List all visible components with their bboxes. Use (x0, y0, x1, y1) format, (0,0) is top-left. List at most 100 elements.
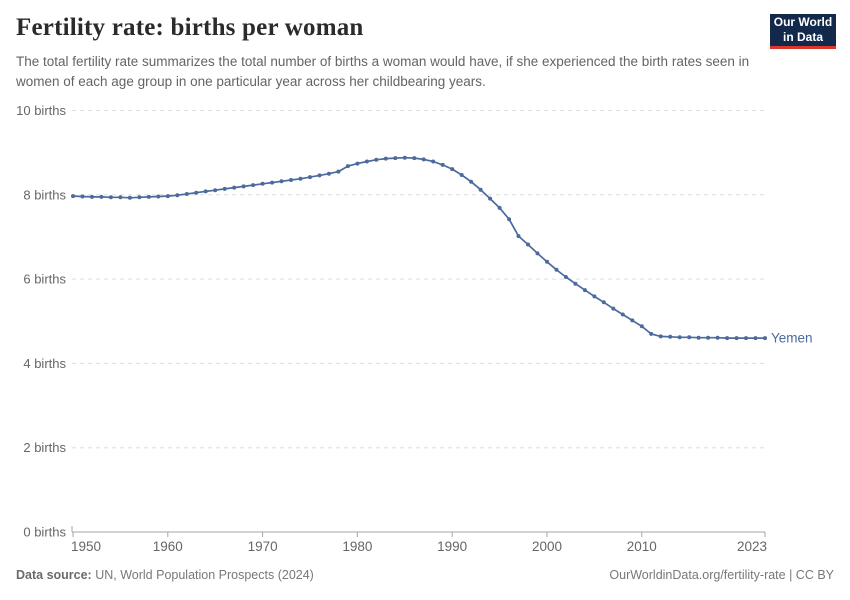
data-point[interactable] (402, 155, 407, 160)
data-point[interactable] (317, 173, 322, 178)
data-point[interactable] (516, 234, 521, 239)
data-point[interactable] (497, 205, 502, 210)
x-axis-tick-label: 2010 (627, 539, 657, 554)
data-point[interactable] (127, 195, 132, 200)
data-point[interactable] (308, 175, 312, 180)
data-point[interactable] (355, 161, 360, 166)
data-point[interactable] (99, 194, 104, 199)
data-point[interactable] (194, 190, 199, 195)
data-point[interactable] (222, 186, 227, 191)
data-point[interactable] (507, 217, 512, 222)
data-point[interactable] (137, 195, 142, 200)
data-point[interactable] (469, 179, 474, 184)
data-point[interactable] (668, 334, 673, 339)
y-axis-tick-label: 0 births (23, 525, 66, 540)
data-point[interactable] (440, 162, 445, 167)
x-axis-tick-label: 1990 (437, 539, 467, 554)
owid-logo[interactable]: Our World in Data (770, 14, 836, 49)
chart-subtitle: The total fertility rate summarizes the … (16, 54, 750, 89)
data-point[interactable] (715, 335, 720, 340)
data-point[interactable] (203, 189, 208, 194)
data-point[interactable] (763, 336, 767, 341)
data-point[interactable] (753, 336, 758, 341)
data-point[interactable] (393, 156, 398, 161)
data-point[interactable] (639, 324, 644, 329)
data-point[interactable] (326, 171, 331, 176)
data-point[interactable] (582, 288, 587, 293)
y-axis-tick-label: 8 births (23, 187, 66, 202)
data-point[interactable] (573, 281, 578, 286)
data-point[interactable] (232, 185, 237, 190)
data-point[interactable] (108, 195, 113, 200)
owid-logo-line2: in Data (782, 30, 823, 44)
data-point[interactable] (706, 335, 711, 340)
x-axis-tick-label: 1980 (342, 539, 372, 554)
data-point[interactable] (374, 157, 379, 162)
data-point[interactable] (118, 195, 123, 200)
data-point[interactable] (165, 194, 170, 199)
data-point[interactable] (175, 193, 180, 198)
data-point[interactable] (725, 336, 730, 341)
data-point[interactable] (630, 318, 635, 323)
data-point[interactable] (545, 259, 549, 264)
series-label-yemen[interactable]: Yemen (771, 331, 813, 346)
data-point[interactable] (90, 194, 94, 199)
data-point[interactable] (260, 181, 265, 186)
data-point[interactable] (696, 335, 701, 340)
data-point[interactable] (184, 192, 189, 196)
data-source-value: UN, World Population Prospects (2024) (95, 568, 314, 582)
data-point[interactable] (279, 179, 284, 184)
data-point[interactable] (535, 251, 540, 256)
x-axis-tick-label: 1970 (248, 539, 278, 554)
data-point[interactable] (734, 336, 739, 341)
footer-link[interactable]: OurWorldinData.org/fertility-rate | CC B… (609, 568, 834, 582)
data-point[interactable] (459, 173, 464, 177)
data-point[interactable] (649, 331, 654, 336)
data-point[interactable] (298, 176, 303, 181)
data-point[interactable] (450, 167, 455, 172)
data-point[interactable] (744, 336, 748, 341)
chart-footer: Data source: UN, World Population Prospe… (16, 568, 834, 582)
data-point[interactable] (383, 156, 388, 161)
data-point[interactable] (592, 294, 597, 299)
data-point[interactable] (336, 169, 341, 174)
data-point[interactable] (251, 183, 256, 188)
data-point[interactable] (345, 164, 350, 169)
data-point[interactable] (80, 194, 85, 199)
data-point[interactable] (601, 300, 606, 305)
data-point[interactable] (620, 312, 625, 317)
data-point[interactable] (364, 159, 369, 164)
data-point[interactable] (71, 194, 75, 199)
data-source-label: Data source: (16, 568, 92, 582)
data-point[interactable] (611, 306, 616, 311)
data-point[interactable] (289, 178, 293, 182)
data-point[interactable] (677, 335, 682, 340)
y-axis-tick-label: 4 births (23, 356, 66, 371)
page-title: Fertility rate: births per woman (16, 14, 364, 41)
data-point[interactable] (563, 275, 568, 279)
series-line-yemen[interactable] (72, 156, 766, 339)
x-axis-tick-label: 1950 (71, 539, 101, 554)
data-point[interactable] (412, 156, 417, 161)
data-point[interactable] (488, 196, 493, 201)
data-point[interactable] (478, 187, 483, 192)
data-point[interactable] (146, 194, 151, 199)
data-point[interactable] (270, 180, 275, 185)
data-point[interactable] (687, 335, 692, 340)
data-point[interactable] (241, 184, 246, 189)
data-point[interactable] (554, 267, 559, 272)
x-axis-tick-label: 2000 (532, 539, 562, 554)
x-axis-tick-label: 1960 (153, 539, 183, 554)
data-point[interactable] (431, 159, 436, 164)
data-point[interactable] (421, 157, 426, 162)
y-axis-tick-label: 6 births (23, 272, 66, 287)
y-axis-tick-label: 2 births (23, 440, 66, 455)
x-axis-tick-label: 2023 (737, 539, 767, 554)
data-point[interactable] (213, 188, 218, 193)
data-point[interactable] (658, 334, 663, 339)
data-point[interactable] (156, 194, 161, 199)
data-point[interactable] (526, 242, 530, 247)
owid-logo-line1: Our World (773, 15, 833, 29)
